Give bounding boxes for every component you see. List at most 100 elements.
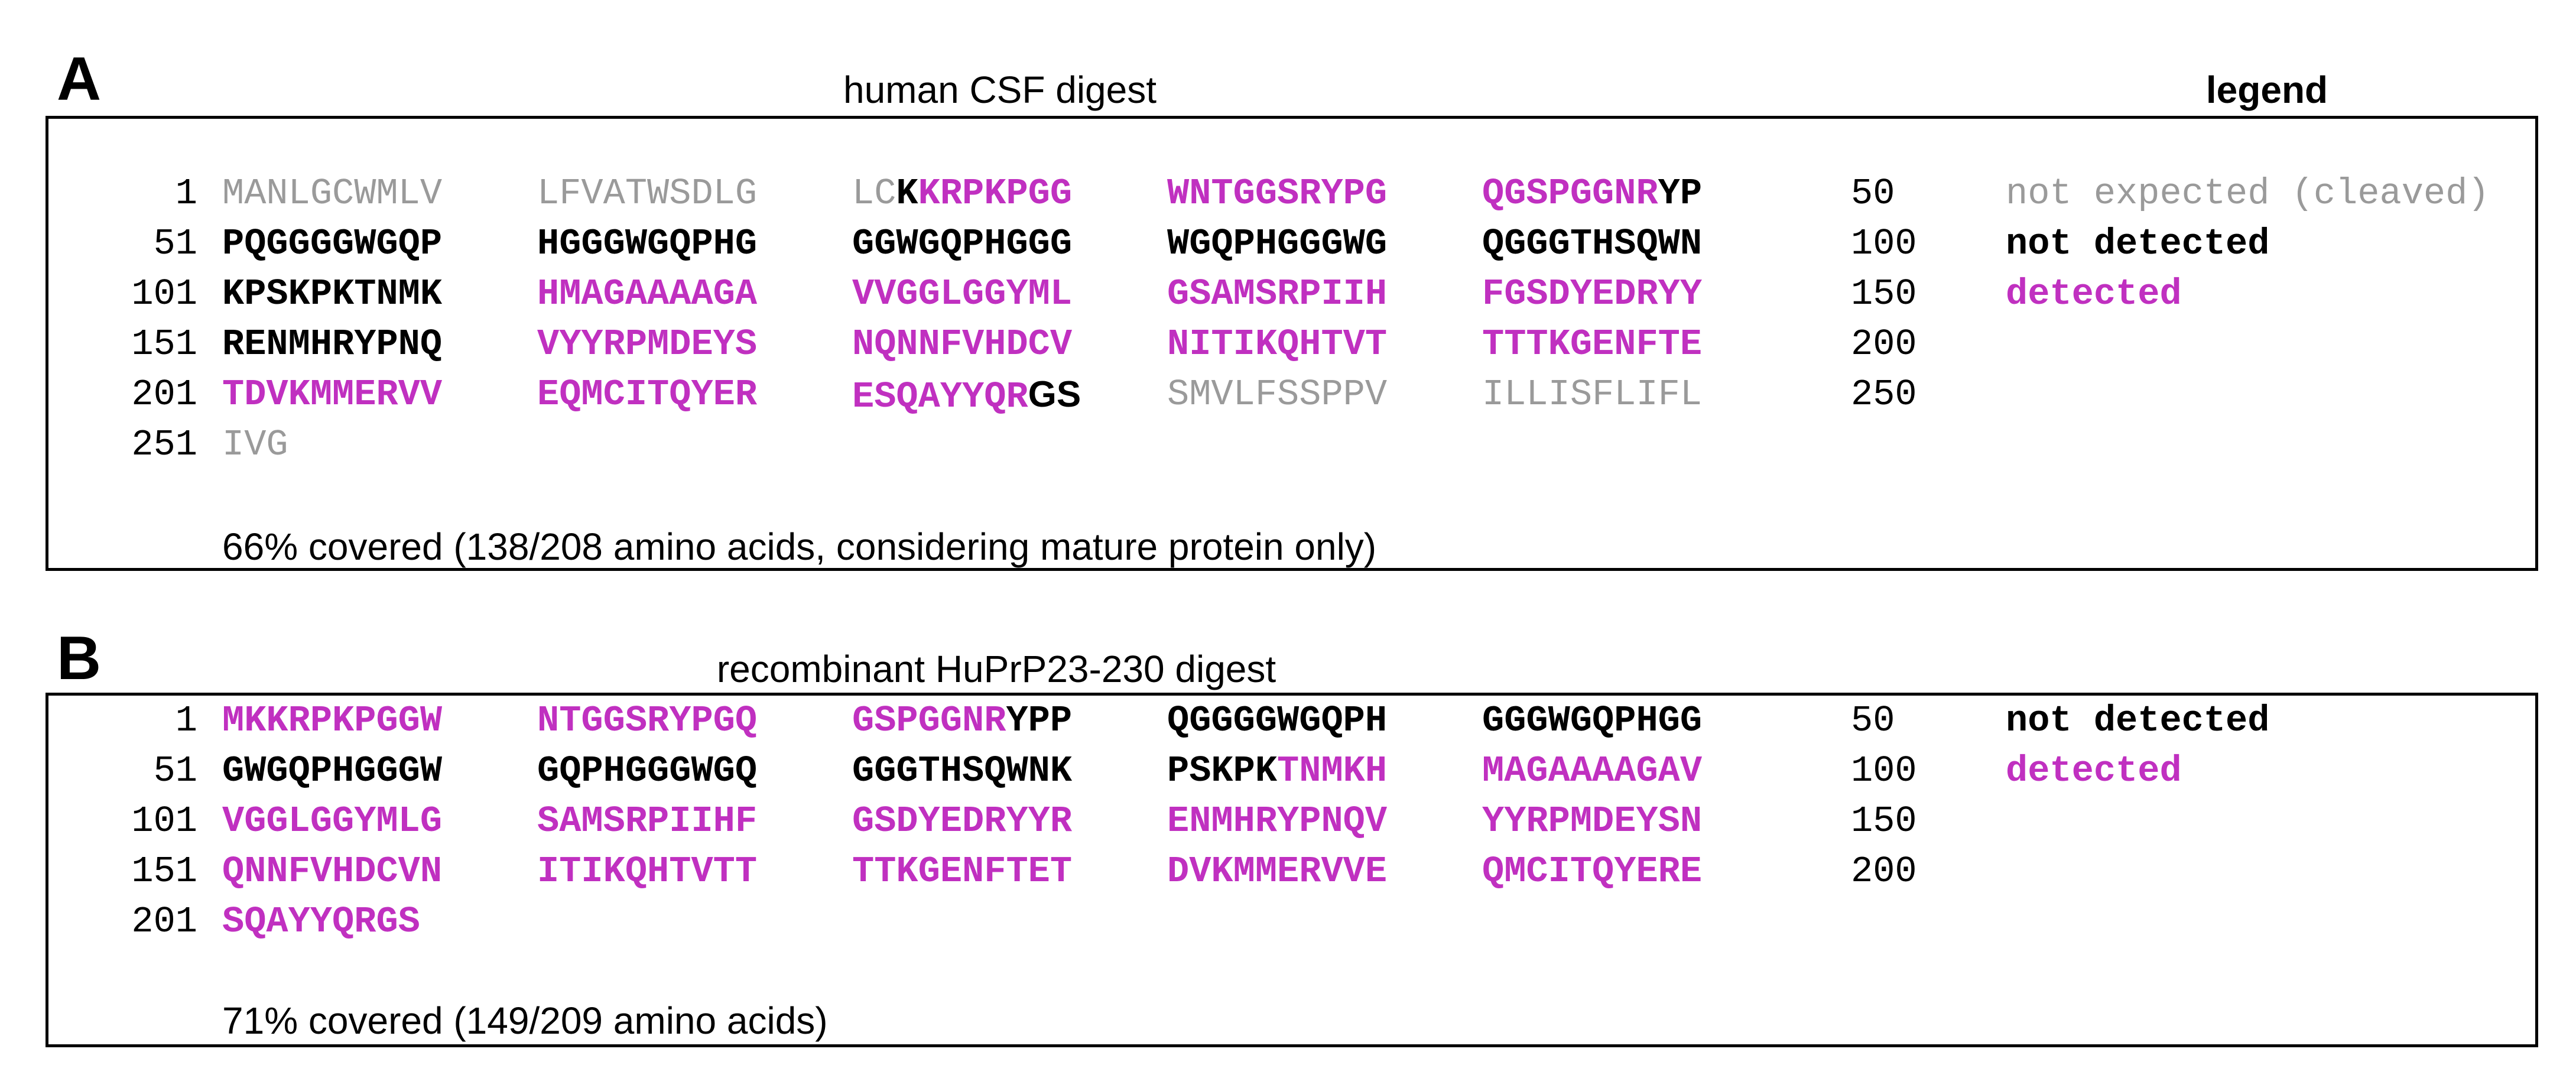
residue-segment-detected: GSDYEDRYYR — [852, 800, 1073, 842]
row-start-number: 1 — [175, 700, 197, 742]
row-end-number: 100 — [1851, 750, 1917, 792]
sequence-block: MAGAAAAGAV — [1482, 753, 1702, 790]
residue-segment-detected: GSAMSRPIIH — [1167, 273, 1388, 315]
panel-b-box: 71% covered (149/209 amino acids) 1 MKKRP… — [46, 693, 2538, 1047]
sequence-row: 1 MKKRPKPGGW NTGGSRYPGQ GSPGGNRYPP QGGGGWGQP… — [48, 703, 2535, 752]
sequence-row: 201 SQAYYQRGS — [48, 904, 2535, 953]
sequence-block: EQMCITQYER — [537, 376, 757, 413]
residue-segment-not-expected: SMVLFSSPPV — [1167, 374, 1388, 415]
legend-item: not detected — [2006, 700, 2270, 742]
row-end-number: 50 — [1851, 700, 1895, 742]
sequence-block: GGGTHSQWNK — [852, 753, 1072, 790]
sequence-row: 201 TDVKMMERVV EQMCITQYER ESQAYYQRGS SMVLFSS… — [48, 376, 2535, 426]
row-end-number: 50 — [1851, 173, 1895, 215]
residue-segment-not-detected: WGQPHGGGWG — [1167, 223, 1388, 265]
sequence-block: VVGGLGGYML — [852, 276, 1072, 313]
residue-segment-detected: VVGGLGGYML — [852, 273, 1073, 315]
residue-segment-not-detected: QGGGTHSQWN — [1482, 223, 1703, 265]
residue-segment-detected: TTTKGENFTE — [1482, 323, 1703, 365]
residue-segment-detected: MAGAAAAGAV — [1482, 750, 1703, 792]
panel-a-letter: A — [57, 45, 102, 113]
sequence-row: 51 GWGQPHGGGW GQPHGGGWGQ GGGTHSQWNK PSKPKTNM… — [48, 753, 2535, 803]
residue-segment-not-detected: GWGQPHGGGW — [222, 750, 443, 792]
residue-segment-detected: EQMCITQYER — [537, 374, 758, 415]
residue-segment-detected: ESQAYYQR — [852, 376, 1028, 418]
residue-segment-not-detected: YPP — [1006, 700, 1073, 742]
residue-segment-not-detected: QGGGGWGQPH — [1167, 700, 1388, 742]
sequence-block: ENMHRYPNQV — [1167, 803, 1387, 840]
residue-segment-detected: QGSPGGNR — [1482, 173, 1658, 215]
sequence-block: DVKMMERVVE — [1167, 853, 1387, 890]
row-end-number: 150 — [1851, 800, 1917, 842]
residue-segment-not-detected: HGGGWGQPHG — [537, 223, 758, 265]
row-end-number: 250 — [1851, 374, 1917, 415]
residue-segment-not-detected: PSKPK — [1167, 750, 1278, 792]
residue-segment-detected: ITIKQHTVTT — [537, 850, 758, 892]
sequence-block: QMCITQYERE — [1482, 853, 1702, 890]
sequence-block: LCKKRPKPGG — [852, 176, 1072, 212]
sequence-row: 251 IVG — [48, 427, 2535, 476]
sequence-block: KPSKPKTNMK — [222, 276, 442, 313]
sequence-block: WGQPHGGGWG — [1167, 226, 1387, 262]
residue-segment-not-expected: ILLISFLIFL — [1482, 374, 1703, 415]
sequence-block: RENMHRYPNQ — [222, 326, 442, 363]
row-start-number: 251 — [131, 424, 197, 466]
residue-segment-not-detected: GS — [1028, 374, 1081, 415]
residue-segment-not-detected: KPSKPKTNMK — [222, 273, 443, 315]
sequence-block: GQPHGGGWGQ — [537, 753, 757, 790]
residue-segment-detected: NITIKQHTVT — [1167, 323, 1388, 365]
sequence-block: YYRPMDEYSN — [1482, 803, 1702, 840]
row-start-number: 1 — [175, 173, 197, 215]
sequence-block: MANLGCWMLV — [222, 176, 442, 212]
sequence-block: ITIKQHTVTT — [537, 853, 757, 890]
residue-segment-not-detected: PQGGGGWGQP — [222, 223, 443, 265]
residue-segment-not-detected: GGGTHSQWNK — [852, 750, 1073, 792]
row-end-number: 150 — [1851, 273, 1917, 315]
residue-segment-detected: YYRPMDEYSN — [1482, 800, 1703, 842]
row-start-number: 101 — [131, 273, 197, 315]
sequence-block: VYYRPMDEYS — [537, 326, 757, 363]
sequence-block: MKKRPKPGGW — [222, 703, 442, 739]
residue-segment-detected: NQNNFVHDCV — [852, 323, 1073, 365]
sequence-block: QNNFVHDCVN — [222, 853, 442, 890]
sequence-block: WNTGGSRYPG — [1167, 176, 1387, 212]
residue-segment-not-detected: K — [896, 173, 918, 215]
panel-a-coverage: 66% covered (138/208 amino acids, consid… — [222, 525, 1377, 568]
row-start-number: 151 — [131, 323, 197, 365]
sequence-block: GGGWGQPHGG — [1482, 703, 1702, 739]
residue-segment-not-expected: MANLGCWMLV — [222, 173, 443, 215]
sequence-block: GGWGQPHGGG — [852, 226, 1072, 262]
residue-segment-not-detected: GGGWGQPHGG — [1482, 700, 1703, 742]
residue-segment-detected: TTKGENFTET — [852, 850, 1073, 892]
residue-segment-detected: NTGGSRYPGQ — [537, 700, 758, 742]
residue-segment-detected: KRPKPGG — [918, 173, 1073, 215]
row-end-number: 200 — [1851, 850, 1917, 892]
sequence-block: TTKGENFTET — [852, 853, 1072, 890]
sequence-block: QGGGGWGQPH — [1167, 703, 1387, 739]
residue-segment-not-expected: LFVATWSDLG — [537, 173, 758, 215]
sequence-block: TDVKMMERVV — [222, 376, 442, 413]
sequence-row: 151 QNNFVHDCVN ITIKQHTVTT TTKGENFTET DVKMMER… — [48, 853, 2535, 903]
sequence-block: NITIKQHTVT — [1167, 326, 1387, 363]
residue-segment-not-detected: GGWGQPHGGG — [852, 223, 1073, 265]
sequence-block: QGGGTHSQWN — [1482, 226, 1702, 262]
residue-segment-detected: DVKMMERVVE — [1167, 850, 1388, 892]
sequence-row: 1 MANLGCWMLV LFVATWSDLG LCKKRPKPGG WNTGGSRYP… — [48, 176, 2535, 225]
residue-segment-detected: VGGLGGYMLG — [222, 800, 443, 842]
panel-b-letter: B — [57, 624, 102, 693]
residue-segment-detected: FGSDYEDRYY — [1482, 273, 1703, 315]
sequence-block: NQNNFVHDCV — [852, 326, 1072, 363]
sequence-row: 151 RENMHRYPNQ VYYRPMDEYS NQNNFVHDCV NITIKQH… — [48, 326, 2535, 376]
sequence-block: LFVATWSDLG — [537, 176, 757, 212]
sequence-block: GWGQPHGGGW — [222, 753, 442, 790]
sequence-block: SQAYYQRGS — [222, 904, 420, 940]
residue-segment-detected: MKKRPKPGGW — [222, 700, 443, 742]
sequence-row: 101 VGGLGGYMLG SAMSRPIIHF GSDYEDRYYR ENMHRYP… — [48, 803, 2535, 853]
sequence-block: QGSPGGNRYP — [1482, 176, 1702, 212]
panel-b-title: recombinant HuPrP23-230 digest — [716, 648, 1276, 690]
sequence-block: ESQAYYQRGS — [852, 376, 1081, 415]
residue-segment-detected: GSPGGNR — [852, 700, 1006, 742]
residue-segment-detected: QMCITQYERE — [1482, 850, 1703, 892]
residue-segment-not-detected: RENMHRYPNQ — [222, 323, 443, 365]
residue-segment-not-detected: YP — [1658, 173, 1703, 215]
